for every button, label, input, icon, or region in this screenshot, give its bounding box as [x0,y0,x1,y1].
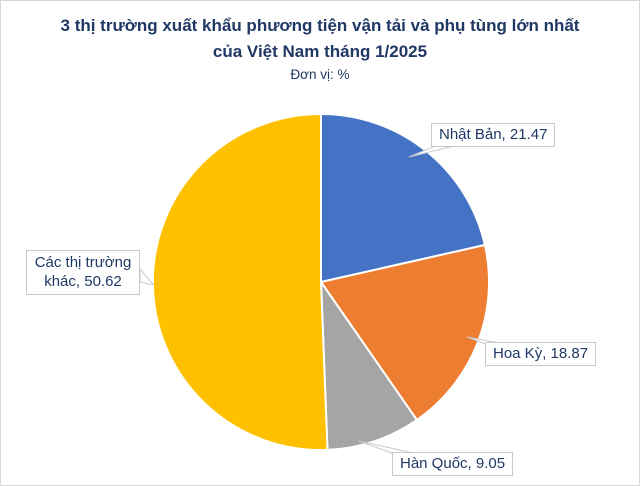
data-label-cac-thi-truong-khac-text: Các thị trường khác, 50.62 [34,254,132,290]
data-label-hoa-ky-text: Hoa Kỳ, 18.87 [493,345,589,362]
data-label-han-quoc-text: Hàn Quốc, 9.05 [400,455,506,472]
chart-title-line2: của Việt Nam tháng 1/2025 [212,42,428,61]
data-label-cac-thi-truong-khac: Các thị trường khác, 50.62 [26,250,140,295]
chart-title-line1: 3 thị trường xuất khẩu phương tiện vận t… [60,16,580,35]
chart-unit-label: Đơn vị: % [290,67,350,82]
callout-leader-khac [139,267,155,286]
pie-slice-3 [151,113,329,451]
data-label-nhat-ban: Nhật Bản, 21.47 [431,123,556,147]
data-label-han-quoc: Hàn Quốc, 9.05 [392,452,514,476]
chart-title: 3 thị trường xuất khẩu phương tiện vận t… [1,13,639,65]
data-label-nhat-ban-text: Nhật Bản, 21.47 [439,126,548,143]
data-label-hoa-ky: Hoa Kỳ, 18.87 [485,342,597,366]
pie-slice-2 [320,281,418,451]
pie-slice-1 [320,244,490,421]
